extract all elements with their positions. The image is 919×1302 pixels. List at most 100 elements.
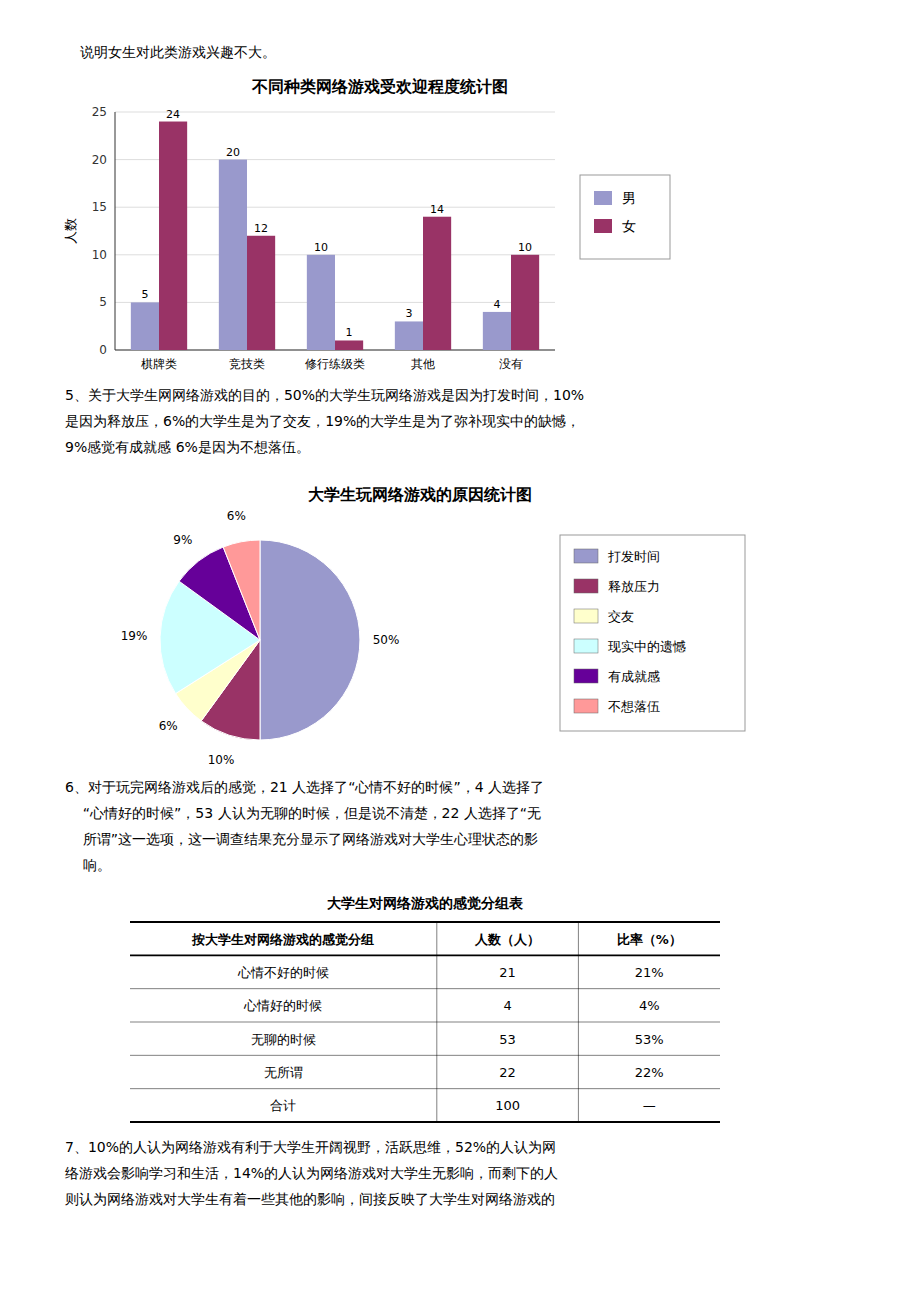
legend-box [580, 175, 670, 259]
bar [307, 255, 335, 350]
data-label: 12 [254, 222, 268, 235]
bar [159, 122, 187, 350]
bar-data-labels: 5242012101314410 [141, 108, 532, 340]
data-label: 4 [493, 298, 500, 311]
paragraph-line: 响。 [65, 857, 111, 873]
y-tick-label: 10 [92, 248, 107, 262]
table-rule [578, 922, 579, 1122]
table-title: 大学生对网络游戏的感觉分组表 [327, 895, 524, 911]
legend-label: 不想落伍 [608, 699, 660, 714]
y-tick-label: 0 [99, 343, 107, 357]
table-rule [130, 921, 720, 923]
table-cell: 21 [499, 965, 516, 980]
bar [395, 321, 423, 350]
grid-line [115, 112, 555, 113]
data-label: 9% [173, 533, 192, 547]
bar [335, 340, 363, 350]
table-cell: — [643, 1098, 656, 1113]
legend-swatch [594, 191, 612, 205]
legend-box [560, 535, 745, 731]
paragraph-line: 9%感觉有成就感 6%是因为不想落伍。 [65, 439, 310, 455]
bar [131, 302, 159, 350]
intro-text: 说明女生对此类游戏兴趣不大。 [80, 44, 276, 60]
data-label: 6% [227, 509, 246, 523]
table-cell: 22% [635, 1065, 664, 1080]
data-label: 5 [141, 288, 148, 301]
y-axis-label: 人数 [63, 218, 78, 244]
data-label: 24 [166, 108, 180, 121]
legend-swatch [574, 579, 598, 593]
pie-slice [223, 540, 260, 640]
paragraph-line: 则认为网络游戏对大学生有着一些其他的影响，间接反映了大学生对网络游戏的 [65, 1191, 555, 1207]
paragraph-line: 所谓”这一选项，这一调查结果充分显示了网络游戏对大学生心理状态的影 [65, 831, 538, 847]
y-axis-line [115, 112, 116, 350]
paragraph-line: 6、对于玩完网络游戏后的感觉，21 人选择了“心情不好的时候”，4 人选择了 [65, 779, 544, 795]
legend-swatch [574, 549, 598, 563]
bar-chart: 0510152025人数5242012101314410棋牌类竞技类修行练级类其… [63, 105, 670, 371]
bar [483, 312, 511, 350]
x-tick-label: 没有 [499, 357, 523, 371]
legend-label: 打发时间 [607, 549, 660, 564]
table-cell: 21% [635, 965, 664, 980]
table-cell: 53% [635, 1032, 664, 1047]
paragraph: 5、关于大学生网网络游戏的目的，50%的大学生玩网络游戏是因为打发时间，10%是… [65, 387, 584, 455]
legend-swatch [574, 609, 598, 623]
legend-label: 释放压力 [608, 579, 660, 594]
table-header: 人数（人） [474, 932, 540, 947]
table-cell: 无所谓 [264, 1065, 303, 1080]
data-label: 19% [121, 629, 148, 643]
legend-label: 现实中的遗憾 [608, 639, 686, 654]
y-tick-label: 5 [99, 295, 107, 309]
table-cell: 无聊的时候 [251, 1032, 316, 1047]
data-label: 20 [226, 146, 240, 159]
chart-title: 不同种类网络游戏受欢迎程度统计图 [251, 77, 508, 96]
y-tick-label: 15 [92, 200, 107, 214]
bar-marks [131, 122, 539, 350]
pie-slice [260, 540, 360, 740]
table-cell: 53 [499, 1032, 516, 1047]
y-tick-label: 20 [92, 153, 107, 167]
data-label: 1 [346, 326, 353, 339]
legend: 打发时间释放压力交友现实中的遗憾有成就感不想落伍 [560, 535, 745, 731]
table-header: 按大学生对网络游戏的感觉分组 [191, 932, 374, 947]
x-tick-label: 竞技类 [229, 357, 265, 371]
table-rule [130, 954, 720, 956]
paragraph-line: 7、10%的人认为网络游戏有利于大学生开阔视野，活跃思维，52%的人认为网 [65, 1139, 556, 1155]
table-cell: 心情好的时候 [243, 998, 322, 1013]
bar [247, 236, 275, 350]
page: {"intro_text": "说明女生对此类游戏兴趣不大。", "para5_… [0, 0, 919, 1302]
table-rule [130, 1022, 720, 1023]
legend-swatch [574, 639, 598, 653]
legend-swatch [594, 219, 612, 233]
table-cell: 心情不好的时候 [237, 965, 329, 980]
table-cell: 22 [499, 1065, 516, 1080]
data-label: 50% [373, 633, 400, 647]
bar [511, 255, 539, 350]
paragraph: 7、10%的人认为网络游戏有利于大学生开阔视野，活跃思维，52%的人认为网络游戏… [65, 1139, 558, 1207]
paragraph-line: “心情好的时候”，53 人认为无聊的时候，但是说不清楚，22 人选择了“无 [65, 805, 541, 821]
legend-swatch [574, 669, 598, 683]
y-tick-label: 25 [92, 105, 107, 119]
legend-label: 交友 [608, 609, 634, 624]
bar [219, 160, 247, 350]
x-tick-label: 其他 [411, 357, 435, 371]
pie-chart: 50%10%6%19%9%6%打发时间释放压力交友现实中的遗憾有成就感不想落伍 [121, 509, 745, 767]
paragraph-line: 络游戏会影响学习和生活，14%的人认为网络游戏对大学生无影响，而剩下的人 [65, 1165, 558, 1181]
legend-label: 男 [622, 190, 636, 206]
paragraph-line: 是因为释放压，6%的大学生是为了交友，19%的大学生是为了弥补现实中的缺憾， [65, 413, 580, 429]
x-tick-label: 棋牌类 [141, 357, 177, 371]
bar [423, 217, 451, 350]
table: 按大学生对网络游戏的感觉分组人数（人）比率（%）心情不好的时候2121%心情好的… [130, 922, 720, 1122]
paragraph: 6、对于玩完网络游戏后的感觉，21 人选择了“心情不好的时候”，4 人选择了 “… [65, 779, 544, 873]
page-canvas: 说明女生对此类游戏兴趣不大。不同种类网络游戏受欢迎程度统计图0510152025… [0, 0, 919, 1302]
data-label: 3 [405, 307, 412, 320]
data-label: 6% [159, 719, 178, 733]
table-rule [130, 1121, 720, 1123]
table-cell: 合计 [270, 1098, 296, 1113]
data-label: 14 [430, 203, 444, 216]
x-tick-label: 修行练级类 [305, 357, 365, 371]
data-label: 10 [314, 241, 328, 254]
legend: 男女 [580, 175, 670, 259]
data-label: 10% [208, 753, 235, 767]
table-rule [130, 988, 720, 989]
